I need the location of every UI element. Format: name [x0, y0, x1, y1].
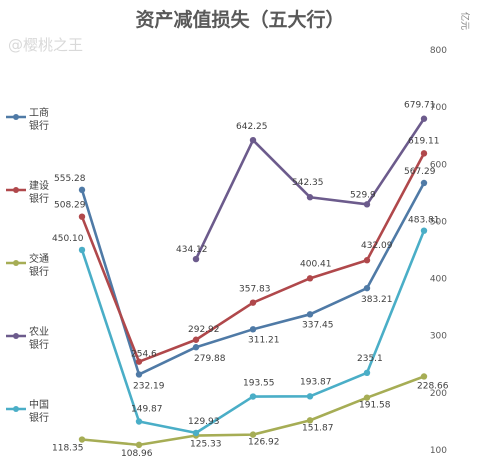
legend-marker-0: [13, 114, 19, 120]
point-4-2: [192, 429, 200, 437]
point-0-2: [192, 344, 200, 351]
y-tick-label-3: 400: [430, 275, 447, 285]
point-1-4: [306, 275, 314, 282]
data-label-4-4: 193.87: [300, 377, 332, 387]
legend-marker-4: [13, 406, 19, 412]
data-label-2-6: 228.66: [417, 381, 449, 391]
data-label-1-2: 292.92: [188, 325, 220, 335]
data-label-0-6: 567.29: [404, 167, 436, 177]
point-0-6: [420, 179, 428, 187]
point-4-1: [135, 418, 143, 425]
point-4-0: [78, 246, 86, 254]
point-3-6: [420, 115, 428, 122]
point-2-5: [363, 394, 371, 401]
y-tick-label-5: 600: [430, 160, 447, 170]
point-2-3: [249, 431, 257, 438]
point-0-0: [78, 186, 86, 194]
data-label-2-3: 126.92: [248, 438, 280, 448]
data-label-4-1: 149.87: [131, 405, 163, 415]
y-tick-label-6: 700: [430, 103, 447, 113]
y-tick-label-2: 300: [430, 332, 447, 342]
data-label-0-2: 279.88: [194, 354, 226, 364]
point-4-4: [306, 393, 314, 400]
point-3-5: [363, 201, 371, 208]
data-label-4-2: 129.93: [188, 417, 220, 427]
y-tick-label-1: 200: [430, 389, 447, 399]
data-label-1-4: 400.41: [300, 259, 332, 269]
point-0-1: [135, 371, 143, 378]
chart-title: 资产减值损失（五大行）: [135, 8, 344, 31]
data-label-2-0: 118.35: [52, 444, 84, 454]
data-label-2-2: 125.33: [190, 440, 222, 450]
point-4-3: [249, 393, 257, 400]
point-3-4: [306, 194, 314, 201]
legend-label-1: 建设银行: [29, 179, 49, 205]
data-label-0-5: 383.21: [361, 295, 393, 305]
data-label-0-0: 555.28: [54, 174, 86, 184]
legend-marker-1: [13, 187, 19, 193]
point-3-3: [249, 136, 257, 144]
point-4-5: [363, 369, 371, 376]
point-1-2: [192, 336, 200, 343]
data-label-1-3: 357.83: [239, 285, 271, 295]
data-label-0-1: 232.19: [133, 381, 165, 391]
legend-label-3: 农业银行: [29, 325, 49, 351]
data-labels: 555.28 232.19 279.88 311.21 337.45 383.21 567.…: [52, 101, 449, 459]
watermark: @樱桃之王: [8, 36, 83, 54]
legend-label-2: 交通银行: [29, 252, 49, 278]
point-1-6: [420, 150, 428, 157]
data-label-3-3: 642.25: [236, 122, 268, 132]
legend-marker-2: [13, 260, 19, 266]
point-4-6: [420, 227, 428, 234]
point-2-4: [306, 417, 314, 424]
data-label-3-2: 434.12: [176, 245, 208, 255]
point-2-1: [135, 441, 143, 449]
data-label-1-6: 619.11: [408, 136, 440, 146]
point-1-0: [78, 213, 86, 220]
data-label-2-1: 108.96: [121, 449, 153, 459]
y-axis: 100 200 300 400 500 600 700 800: [430, 46, 447, 456]
data-label-0-4: 337.45: [302, 320, 334, 330]
data-label-4-5: 235.1: [357, 354, 383, 364]
point-0-5: [363, 284, 371, 292]
data-label-3-5: 529.9: [350, 190, 376, 200]
data-label-1-5: 432.09: [361, 241, 393, 251]
data-label-1-0: 508.29: [54, 201, 86, 211]
point-3-2: [192, 255, 200, 263]
y-tick-label-7: 800: [430, 46, 447, 56]
legend-label-0: 工商银行: [29, 106, 49, 132]
data-points: [78, 115, 428, 449]
legend-marker-3: [13, 333, 19, 339]
data-label-2-4: 151.87: [302, 423, 334, 433]
point-2-6: [420, 373, 428, 380]
point-1-1: [135, 358, 143, 365]
legend-label-4: 中国银行: [29, 398, 49, 424]
data-label-2-5: 191.58: [359, 401, 391, 411]
y-tick-label-0: 100: [430, 446, 447, 456]
data-label-3-6: 679.71: [404, 101, 436, 111]
data-label-4-3: 193.55: [243, 379, 275, 389]
point-1-5: [363, 257, 371, 264]
point-0-3: [249, 326, 257, 333]
point-0-4: [306, 311, 314, 318]
data-label-3-4: 542.35: [292, 178, 324, 188]
y-tick-label-4: 500: [430, 217, 447, 227]
point-1-3: [249, 299, 257, 306]
unit-label: 亿元: [459, 12, 471, 30]
data-label-4-6: 483.81: [408, 216, 440, 226]
data-label-0-3: 311.21: [248, 335, 280, 345]
point-2-0: [78, 436, 86, 443]
data-label-1-1: 254.6: [131, 350, 157, 360]
data-label-4-0: 450.10: [52, 234, 84, 244]
